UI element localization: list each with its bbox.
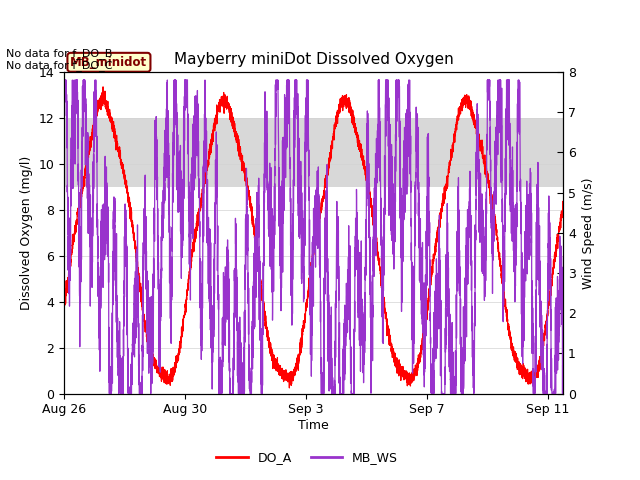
Y-axis label: Wind Speed (m/s): Wind Speed (m/s) (582, 177, 595, 288)
Title: Mayberry miniDot Dissolved Oxygen: Mayberry miniDot Dissolved Oxygen (173, 52, 454, 67)
X-axis label: Time: Time (298, 419, 329, 432)
Legend: DO_A, MB_WS: DO_A, MB_WS (211, 446, 403, 469)
Bar (64, 118, 563, 187)
Text: MB_minidot: MB_minidot (70, 56, 147, 69)
Y-axis label: Dissolved Oxygen (mg/l): Dissolved Oxygen (mg/l) (20, 156, 33, 310)
Text: No data for f_DO_B
No data for f_DO_C: No data for f_DO_B No data for f_DO_C (6, 48, 113, 72)
